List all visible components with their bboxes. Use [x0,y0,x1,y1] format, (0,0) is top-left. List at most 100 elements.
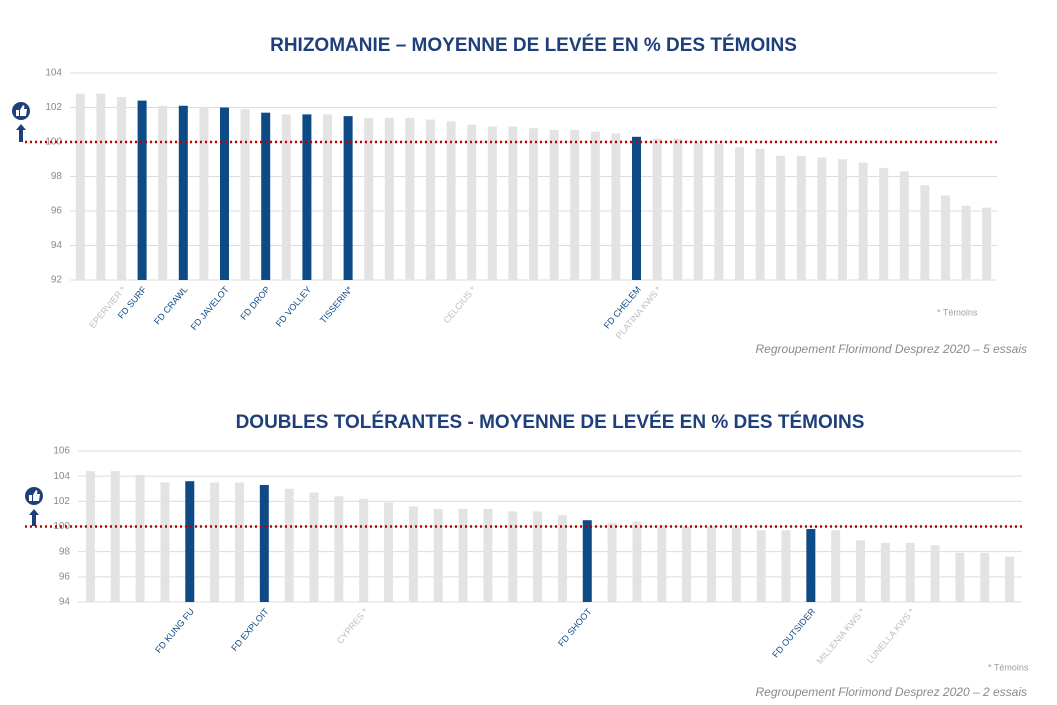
y-tick-label: 106 [53,446,70,457]
bar [85,471,95,602]
bar [323,114,332,281]
bar [673,138,683,280]
bar [731,527,741,602]
bar [1005,556,1015,602]
source: Regroupement Florimond Desprez 2020 – 5 … [756,342,1027,356]
bar [533,511,543,602]
bar [796,155,806,280]
bar [856,540,866,602]
bar [96,93,106,280]
bar [549,129,559,280]
bar [137,100,147,280]
bar [458,508,468,602]
bar [135,474,145,602]
bar [693,142,703,280]
bar [879,167,889,280]
bar [384,502,394,602]
bar [806,529,816,602]
bar [220,107,229,280]
bar [487,126,497,280]
bar [199,107,209,280]
x-tick-label: FD KUNG FU [153,606,196,655]
bar [259,484,269,602]
bar [735,147,744,280]
bar [590,131,600,280]
x-tick-label: FD EXPLOIT [229,606,271,653]
y-tick-label: 102 [53,496,70,507]
bar [234,482,244,602]
bar [210,482,220,602]
bar [980,552,990,602]
thumb-icon [25,487,43,526]
bar [756,530,766,602]
bar [261,112,271,280]
y-tick-label: 92 [51,275,63,286]
note: * Témoins [988,662,1029,672]
bar [408,506,418,602]
bar [858,162,868,280]
bar [75,93,85,280]
bar [941,195,950,280]
bar [433,508,443,602]
bar [930,545,940,602]
bar [776,155,786,280]
chart-title: DOUBLES TOLÉRANTES - MOYENNE DE LEVÉE EN… [236,411,865,433]
y-tick-label: 98 [59,546,71,557]
bar [570,129,580,280]
x-tick-label: CYPRES * [335,606,371,646]
bar [899,171,909,280]
bar [831,530,841,602]
note: * Témoins [937,307,978,317]
bar [405,117,415,280]
bar [905,542,915,602]
x-tick-label: FD DROP [238,284,272,321]
y-tick-label: 100 [45,137,62,148]
bar [582,520,592,602]
x-tick-label: MILLENIA KWS * [815,606,868,666]
bar [652,138,662,280]
bar [508,511,518,602]
x-tick-label: TISSERIN* [318,284,355,325]
bar [110,471,120,602]
bar [611,133,621,280]
bar [467,124,477,280]
bar [755,148,765,280]
bar [309,492,319,602]
bar [838,159,847,280]
bar [607,522,617,602]
y-tick-label: 96 [59,571,71,582]
bar [880,542,890,602]
x-tick-label: FD SHOOT [556,606,594,648]
bar [817,157,827,280]
bar [920,185,930,280]
y-tick-label: 94 [59,597,71,608]
y-tick-label: 94 [51,240,63,251]
bar [178,105,188,281]
x-tick-label: LUNELLA KWS * [865,606,917,665]
bar [185,481,195,602]
bar [483,508,493,602]
bar [284,488,294,602]
bar [632,521,642,602]
bar [508,126,518,280]
bar [955,552,965,602]
y-tick-label: 104 [53,471,70,482]
bar [117,97,126,281]
bar [426,119,435,280]
bar [364,117,374,280]
y-tick-label: 98 [51,171,63,182]
bar [302,114,312,281]
bar [714,143,724,280]
bar [557,515,567,602]
bar [281,114,291,281]
y-tick-label: 102 [45,102,62,113]
x-tick-label: FD OUTSIDER [770,606,817,660]
thumb-icon [12,102,30,142]
bar [682,526,692,602]
bar [334,496,344,602]
bar [706,526,716,602]
x-tick-label: FD JAVELOT [189,284,232,332]
bar [240,109,250,280]
y-tick-label: 96 [51,206,63,217]
bar [529,128,538,280]
